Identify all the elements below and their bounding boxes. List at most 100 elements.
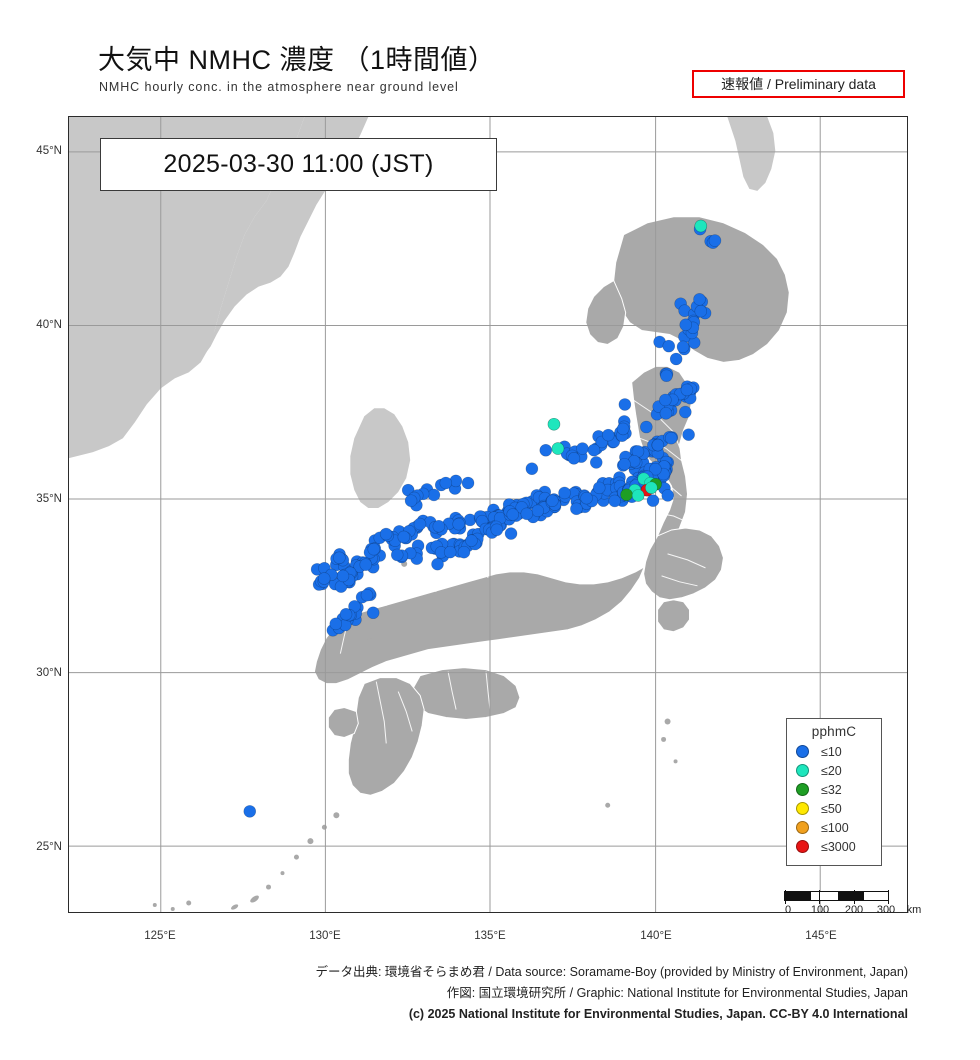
station-point[interactable]: [506, 508, 520, 521]
scale-bar: 0 100 200 300 km: [784, 890, 921, 927]
station-point[interactable]: [465, 534, 478, 547]
map-svg: [69, 117, 907, 912]
station-point[interactable]: [693, 293, 706, 306]
station-point[interactable]: [427, 488, 441, 502]
legend-color-swatch: [796, 745, 809, 758]
station-point-highlight[interactable]: [620, 488, 633, 502]
station-point[interactable]: [669, 352, 683, 366]
station-point[interactable]: [608, 494, 621, 508]
station-point[interactable]: [618, 457, 631, 471]
station-point[interactable]: [443, 545, 457, 559]
station-point[interactable]: [570, 502, 583, 516]
station-point[interactable]: [367, 542, 381, 556]
station-point-highlight[interactable]: [551, 442, 565, 455]
station-point[interactable]: [592, 481, 606, 495]
station-point[interactable]: [431, 557, 444, 571]
station-point[interactable]: [360, 588, 374, 602]
station-point[interactable]: [329, 617, 343, 631]
station-points-layer: [243, 219, 722, 818]
map-plot-area[interactable]: [68, 116, 908, 913]
legend-label: ≤50: [821, 801, 842, 816]
kanto-landmass: [643, 527, 724, 633]
legend-row: ≤20: [787, 761, 881, 780]
station-point[interactable]: [589, 456, 603, 469]
station-point[interactable]: [336, 569, 350, 583]
station-point-highlight[interactable]: [645, 481, 658, 495]
station-point[interactable]: [576, 442, 589, 455]
station-point[interactable]: [531, 504, 545, 518]
station-point-highlight[interactable]: [694, 219, 708, 233]
station-point[interactable]: [539, 443, 553, 457]
station-point[interactable]: [640, 420, 653, 434]
station-point[interactable]: [679, 318, 693, 332]
station-point-highlight[interactable]: [631, 489, 645, 502]
station-point[interactable]: [659, 393, 672, 407]
page-title: 大気中 NMHC 濃度 （1時間値）: [98, 45, 496, 75]
station-point[interactable]: [243, 805, 257, 818]
station-point[interactable]: [664, 431, 678, 445]
station-point[interactable]: [397, 530, 411, 544]
station-point[interactable]: [587, 443, 601, 457]
station-point[interactable]: [662, 339, 676, 353]
legend-row: ≤32: [787, 780, 881, 799]
legend-row: ≤100: [787, 818, 881, 837]
station-point[interactable]: [580, 491, 593, 505]
station-point[interactable]: [659, 407, 673, 420]
station-point[interactable]: [651, 438, 665, 452]
scale-tick-label: 0: [784, 904, 792, 916]
station-point[interactable]: [680, 383, 694, 397]
station-point[interactable]: [379, 527, 393, 541]
station-point[interactable]: [490, 523, 504, 537]
station-point[interactable]: [439, 476, 453, 490]
station-point-highlight[interactable]: [547, 417, 561, 431]
station-point[interactable]: [461, 476, 475, 490]
scale-tick-label: 100: [810, 904, 830, 916]
station-point[interactable]: [649, 462, 662, 476]
legend-label: ≤32: [821, 782, 842, 797]
station-point[interactable]: [694, 304, 708, 318]
x-tick-label: 130°E: [309, 930, 341, 942]
legend-row: ≤3000: [787, 837, 881, 856]
footer-graphic-credit: 作図: 国立環境研究所 / Graphic: National Institut…: [446, 986, 908, 1000]
station-point[interactable]: [366, 606, 380, 620]
station-point[interactable]: [567, 452, 581, 465]
station-point[interactable]: [504, 527, 518, 540]
station-point[interactable]: [646, 494, 660, 507]
station-point[interactable]: [333, 551, 346, 565]
station-point[interactable]: [682, 428, 695, 441]
station-point[interactable]: [457, 545, 471, 559]
station-point[interactable]: [616, 422, 630, 436]
y-tick-label: 25°N: [36, 841, 62, 853]
station-point[interactable]: [339, 607, 353, 621]
legend-color-swatch: [796, 783, 809, 796]
page-subtitle: NMHC hourly conc. in the atmosphere near…: [99, 80, 459, 94]
y-axis-labels: 45°N 40°N 35°N 30°N 25°N: [0, 116, 62, 913]
station-point[interactable]: [413, 517, 427, 531]
station-point[interactable]: [317, 572, 331, 585]
station-point[interactable]: [546, 494, 559, 508]
scale-unit-label: km: [906, 904, 922, 916]
station-point[interactable]: [602, 428, 615, 442]
shikoku-landmass: [409, 667, 521, 720]
y-tick-label: 35°N: [36, 493, 62, 505]
scale-tick-label: 200: [844, 904, 864, 916]
station-point[interactable]: [660, 369, 673, 383]
legend-row: ≤10: [787, 742, 881, 761]
station-point[interactable]: [708, 234, 722, 247]
station-point[interactable]: [359, 558, 373, 571]
station-point[interactable]: [390, 548, 404, 562]
scale-tick-label: 300: [876, 904, 896, 916]
station-point[interactable]: [618, 398, 632, 411]
station-point[interactable]: [679, 405, 692, 419]
station-point[interactable]: [558, 486, 571, 500]
station-point[interactable]: [432, 519, 446, 533]
station-point[interactable]: [676, 340, 690, 354]
station-point[interactable]: [520, 507, 534, 521]
station-point[interactable]: [452, 517, 465, 531]
legend-label: ≤20: [821, 763, 842, 778]
station-point[interactable]: [525, 462, 539, 475]
x-tick-label: 140°E: [640, 930, 672, 942]
y-tick-label: 30°N: [36, 667, 62, 679]
station-point[interactable]: [661, 489, 675, 502]
station-point[interactable]: [404, 494, 418, 508]
